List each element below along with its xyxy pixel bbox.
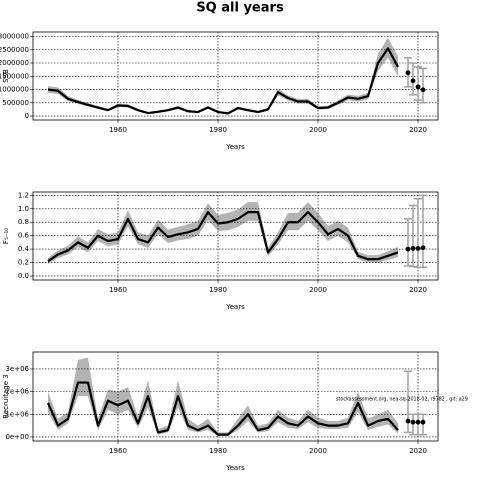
forecast-point (410, 78, 416, 84)
plot-frame (32, 191, 439, 281)
forecast-point (405, 70, 411, 76)
x-tick-label: 2020 (409, 447, 427, 455)
forecast-point (415, 246, 421, 251)
y-axis-label: F₅₋₁₀ (2, 228, 10, 244)
x-tick-label: 2000 (309, 286, 327, 294)
chart-title: SQ all years (196, 1, 284, 16)
y-tick-label: 0.8 (18, 218, 29, 226)
forecast-point (415, 419, 421, 425)
x-axis-label: Years (225, 464, 245, 472)
forecast-point (420, 245, 426, 251)
y-tick-label: 1000000 (0, 86, 29, 94)
plot-frame (32, 351, 439, 442)
forecast-point (420, 87, 426, 93)
x-tick-label: 1980 (209, 286, 227, 294)
forecast-point (405, 418, 411, 424)
forecast-point (420, 419, 426, 425)
x-tick-label: 1980 (209, 126, 227, 134)
forecast-point (410, 246, 416, 251)
y-tick-label: 0e+00 (5, 433, 29, 441)
annotation: stockassessment.org, nea-sq-2018-02, r97… (336, 397, 468, 403)
plot-frame (32, 31, 439, 121)
y-tick-label: 0.2 (18, 259, 29, 267)
y-axis-label: Recruitage 3 (2, 374, 10, 418)
forecast-point (410, 419, 416, 425)
x-tick-label: 1960 (109, 286, 127, 294)
y-tick-label: 1e+06 (5, 410, 29, 418)
y-tick-label: 1500000 (0, 72, 29, 80)
x-tick-label: 1960 (109, 447, 127, 455)
estimate-line (46, 381, 399, 436)
y-tick-label: 1.2 (18, 191, 29, 199)
x-tick-label: 1980 (209, 447, 227, 455)
panel: 1960 1980 2000 2020 0e+00 1e+06 2e+06 3e+06 Year… (2, 351, 468, 472)
forecast-point (405, 246, 411, 252)
x-tick-label: 2000 (309, 447, 327, 455)
x-tick-label: 2000 (309, 126, 327, 134)
panel: 1960 1980 2000 2020 0.0 0.2 0.4 0.6 0.8 1.0 1.2 Yea… (2, 191, 439, 311)
y-tick-label: 2500000 (0, 46, 29, 54)
y-tick-label: 0 (25, 112, 29, 120)
forecast-point (415, 84, 421, 90)
y-tick-label: 3e+06 (5, 365, 29, 373)
x-tick-label: 1960 (109, 126, 127, 134)
confidence-band (48, 202, 398, 264)
y-tick-label: 2e+06 (5, 388, 29, 396)
x-tick-label: 2020 (409, 126, 427, 134)
x-axis-label: Years (225, 303, 245, 311)
y-tick-label: 1.0 (18, 205, 29, 213)
y-axis-label: SSB (2, 69, 10, 83)
y-tick-label: 2000000 (0, 59, 29, 67)
y-tick-label: 500000 (2, 99, 29, 107)
x-axis-label: Years (225, 143, 245, 151)
y-tick-label: 0.4 (18, 245, 30, 253)
estimate-line (47, 47, 399, 115)
x-tick-label: 2020 (409, 286, 427, 294)
panel: 1960 1980 2000 2020 0 500000 1000000 1500000 200… (0, 31, 439, 151)
estimate-line (47, 211, 399, 263)
y-tick-label: 0.0 (18, 272, 29, 280)
y-tick-label: 3000000 (0, 33, 29, 41)
y-tick-label: 0.6 (18, 232, 30, 240)
